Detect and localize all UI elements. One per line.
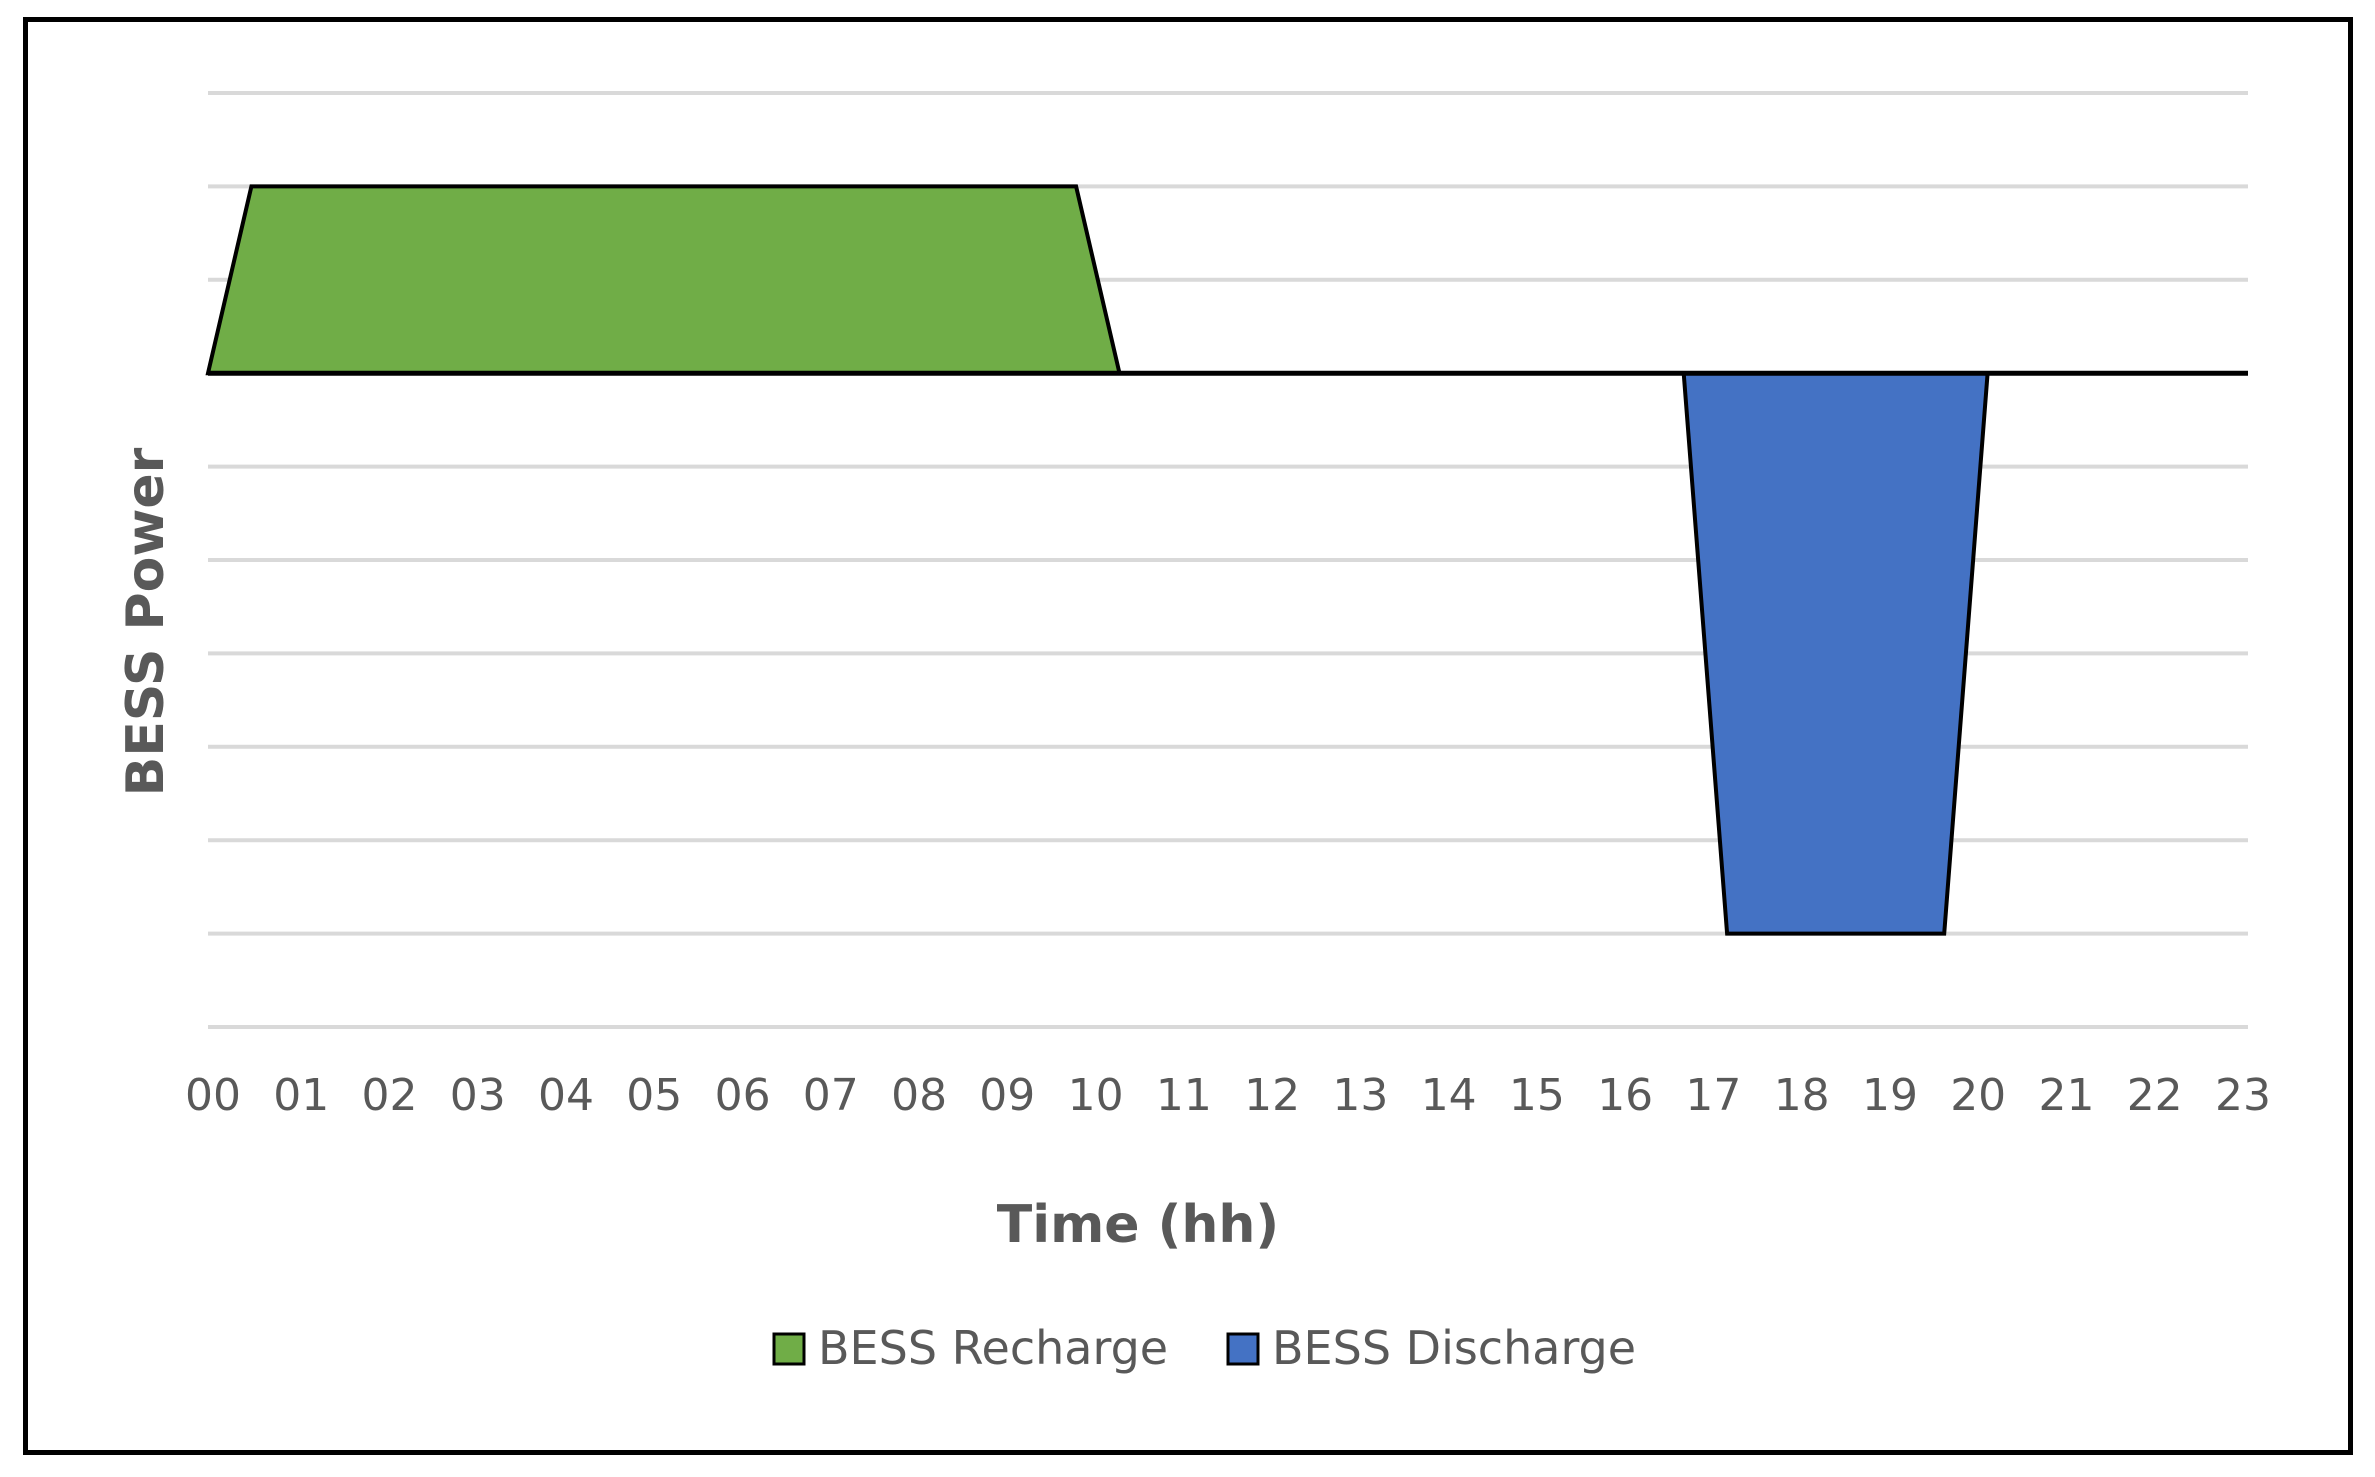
x-tick-label: 01 — [273, 1070, 329, 1121]
x-tick-label: 11 — [1156, 1070, 1212, 1121]
x-tick-label: 09 — [979, 1070, 1035, 1121]
x-tick-label: 00 — [185, 1070, 241, 1121]
x-tick-label: 08 — [891, 1070, 947, 1121]
y-axis-title: BESS Power — [116, 447, 176, 796]
x-tick-label: 10 — [1068, 1070, 1124, 1121]
x-tick-label: 03 — [450, 1070, 506, 1121]
x-tick-labels: 00 01 02 03 04 05 06 07 08 09 10 11 12 13 14 15 16 17 18 19… — [185, 1070, 2271, 1121]
x-tick-label: 22 — [2127, 1070, 2183, 1121]
x-tick-label: 02 — [362, 1070, 418, 1121]
x-tick-label: 23 — [2215, 1070, 2271, 1121]
x-tick-label: 05 — [626, 1070, 682, 1121]
x-tick-label: 13 — [1332, 1070, 1388, 1121]
legend-label: BESS Recharge — [818, 1321, 1168, 1375]
series-area-bess-discharge — [1681, 371, 1990, 936]
legend-label: BESS Discharge — [1272, 1321, 1636, 1375]
x-tick-label: 06 — [715, 1070, 771, 1121]
chart-frame: 00 01 02 03 04 05 06 07 08 09 10 11 12 13 14 15 16 17 18 19… — [23, 17, 2353, 1455]
x-tick-label: 07 — [803, 1070, 859, 1121]
x-tick-label: 12 — [1244, 1070, 1300, 1121]
x-tick-label: 21 — [2039, 1070, 2095, 1121]
legend-swatch — [772, 1332, 806, 1366]
x-tick-label: 15 — [1509, 1070, 1565, 1121]
x-tick-label: 16 — [1597, 1070, 1653, 1121]
x-tick-label: 20 — [1950, 1070, 2006, 1121]
x-tick-label: 04 — [538, 1070, 594, 1121]
x-tick-label: 19 — [1862, 1070, 1918, 1121]
x-tick-label: 18 — [1774, 1070, 1830, 1121]
x-axis-title: Time (hh) — [997, 1195, 1279, 1255]
series-area-bess-recharge — [205, 184, 1123, 376]
legend-swatch — [1226, 1332, 1260, 1366]
legend: BESS Recharge BESS Discharge — [772, 1321, 1636, 1375]
chart-svg: 00 01 02 03 04 05 06 07 08 09 10 11 12 13 14 15 16 17 18 19… — [116, 91, 2271, 1375]
x-tick-label: 17 — [1685, 1070, 1741, 1121]
x-tick-label: 14 — [1421, 1070, 1477, 1121]
